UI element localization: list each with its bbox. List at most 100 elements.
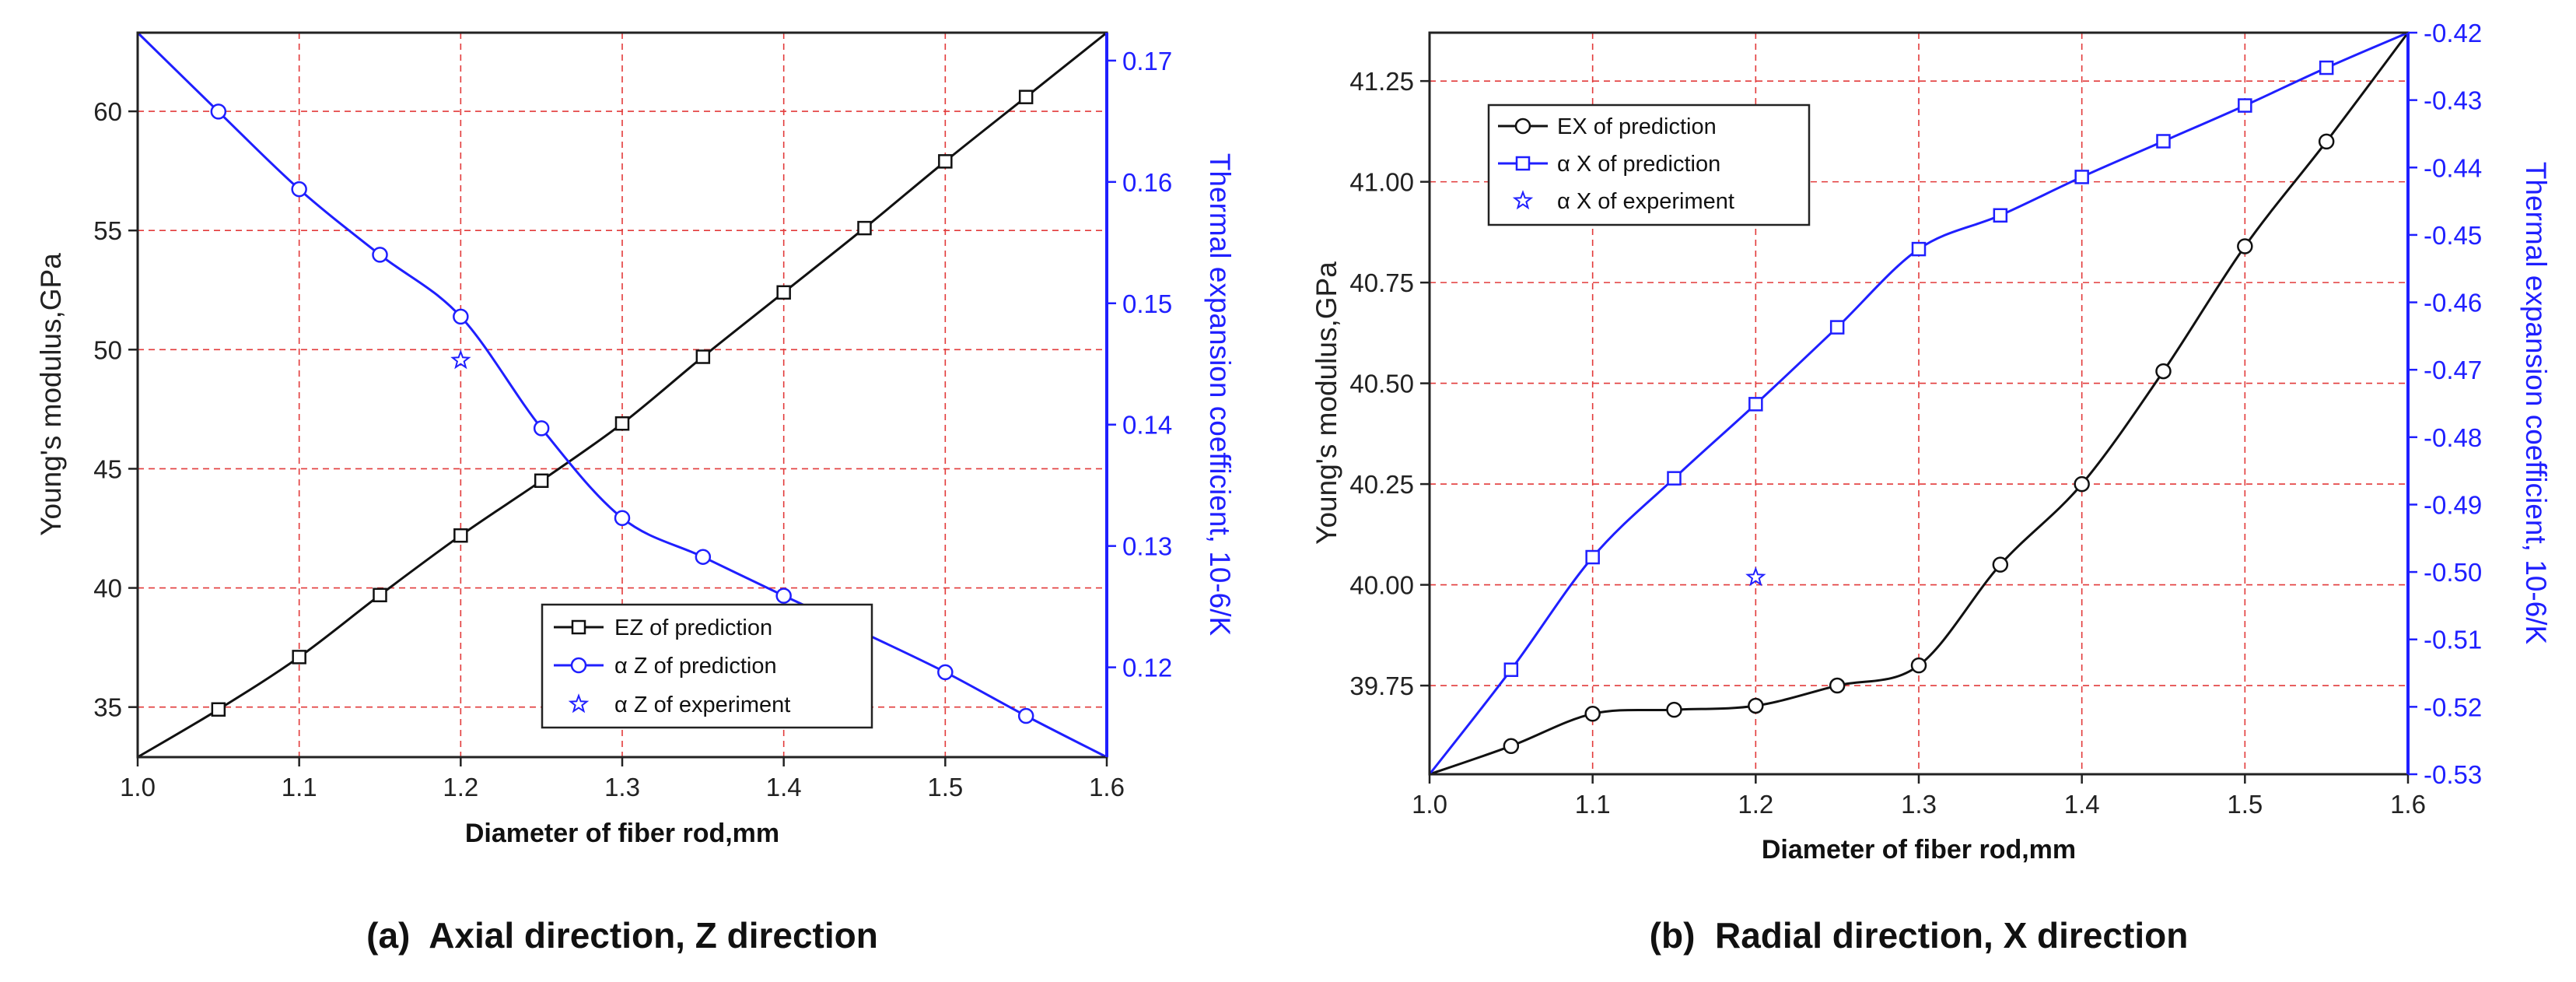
series-layer [136, 31, 1108, 759]
legend-marker [1515, 156, 1531, 171]
y-axis-right-label: Thermal expansion coefficient, 10-6/K [1204, 153, 1236, 637]
x-tick-label: 1.2 [443, 773, 478, 801]
data-point-marker [211, 702, 226, 717]
data-point-marker [2074, 170, 2089, 184]
tick-layer: 1.0 1.1 1.2 1.3 1.4 1.5 1.6 35 40 45 50 55 60 0.12 0.1… [93, 47, 1172, 801]
legend-label-alpha-z-experiment: α Z of experiment [614, 693, 790, 717]
y-right-tick-label: -0.46 [2424, 289, 2482, 317]
y-left-tick-label: 41.25 [1349, 67, 1414, 96]
y-right-tick-label: 0.13 [1122, 532, 1172, 561]
x-axis-label: Diameter of fiber rod,mm [465, 819, 779, 848]
legend-sample-alpha-x-exp [1512, 190, 1534, 210]
data-point-marker [1748, 697, 1764, 714]
y-right-tick-label: 0.15 [1122, 289, 1172, 318]
legend-marker [568, 693, 590, 714]
chart-radial: 1.0 1.1 1.2 1.3 1.4 1.5 1.6 39.75 40.00 40.25 40.5… [1311, 19, 2552, 956]
x-tick-label: 1.1 [282, 773, 317, 801]
y-left-tick-label: 50 [93, 335, 122, 364]
y-left-tick-label: 39.75 [1349, 672, 1414, 700]
x-tick-label: 1.0 [1412, 790, 1447, 819]
data-point-marker [614, 416, 630, 431]
data-point-marker [1503, 738, 1520, 754]
y-right-tick-label: 0.16 [1122, 168, 1172, 197]
data-point-marker [2155, 363, 2172, 380]
y-left-tick-label: 35 [93, 693, 122, 722]
y-right-tick-label: -0.50 [2424, 558, 2482, 587]
chart-axial: 1.0 1.1 1.2 1.3 1.4 1.5 1.6 35 40 45 50 55 60 0.12 0.1… [35, 31, 1236, 956]
data-point-marker [1829, 677, 1846, 694]
y-left-tick-label: 40.00 [1349, 571, 1414, 600]
data-point-marker [776, 285, 791, 300]
data-point-marker [1584, 706, 1601, 722]
data-point-marker [938, 154, 953, 169]
x-tick-label: 1.6 [2390, 790, 2426, 819]
y-left-tick-label: 40 [93, 574, 122, 603]
data-point-marker [1666, 701, 1682, 718]
y-right-tick-label: -0.45 [2424, 221, 2482, 250]
legend-label-alpha-x-prediction: α X of prediction [1557, 152, 1720, 177]
data-point-marker [1585, 549, 1600, 565]
data-point-marker [453, 308, 469, 325]
data-point-marker [1018, 89, 1034, 104]
x-tick-label: 1.5 [927, 773, 963, 801]
y-right-tick-label: -0.42 [2424, 19, 2482, 47]
tick-layer: 1.0 1.1 1.2 1.3 1.4 1.5 1.6 39.75 40.00 40.25 40.5… [1349, 19, 2482, 819]
legend-label-ez-prediction: EZ of prediction [614, 616, 772, 640]
data-point-marker [775, 587, 792, 604]
data-point-marker [533, 420, 550, 437]
data-point-marker [2074, 475, 2090, 493]
data-point-marker [210, 103, 227, 120]
legend-label-ex-prediction: EX of prediction [1557, 114, 1717, 139]
y-right-tick-label: -0.47 [2424, 356, 2482, 384]
legend: EX of prediction α X of prediction α X o… [1487, 103, 1811, 226]
data-point-marker [291, 181, 307, 198]
y-axis-left-label: Young's modulus,GPa [35, 253, 67, 536]
y-right-tick-label: -0.49 [2424, 490, 2482, 519]
data-point-marker [614, 510, 631, 527]
data-point-marker [453, 528, 468, 543]
y-left-tick-label: 60 [93, 97, 122, 126]
data-point-marker [1992, 556, 2009, 573]
legend-sample-alpha-x [1498, 156, 1548, 171]
data-point-marker [1993, 208, 2008, 223]
y-right-tick-label: -0.44 [2424, 153, 2482, 182]
legend-marker [570, 657, 587, 674]
y-right-tick-label: -0.48 [2424, 423, 2482, 452]
caption: (a) Axial direction, Z direction [366, 915, 878, 956]
data-point-marker [534, 473, 549, 488]
data-point-marker [1911, 241, 1927, 257]
data-point-marker [292, 650, 306, 665]
data-point-marker [2238, 98, 2252, 113]
legend-sample-alpha-z-exp [568, 693, 590, 714]
data-point-marker [695, 349, 711, 364]
y-right-tick-label: -0.43 [2424, 86, 2482, 115]
y-right-tick-label: -0.51 [2424, 626, 2482, 654]
caption: (b) Radial direction, X direction [1650, 915, 2189, 956]
y-left-tick-label: 41.00 [1349, 168, 1414, 197]
series-line-0 [1429, 32, 2410, 776]
y-axis-left-label: Young's modulus,GPa [1311, 261, 1342, 545]
data-point-marker [2318, 133, 2335, 150]
legend-marker [571, 619, 586, 635]
data-point-marker [2156, 134, 2171, 149]
data-point-marker [2319, 60, 2334, 75]
data-point-marker [1910, 657, 1927, 674]
data-point-marker [1017, 707, 1034, 724]
experiment-point-marker [450, 349, 471, 370]
y-axis-right-label: Thermal expansion coefficient, 10-6/K [2520, 162, 2552, 645]
x-tick-label: 1.1 [1575, 790, 1611, 819]
y-left-tick-label: 40.50 [1349, 370, 1414, 398]
data-point-marker [1829, 320, 1845, 335]
data-point-marker [937, 664, 954, 681]
data-point-marker [1748, 397, 1763, 412]
y-right-tick-label: 0.12 [1122, 654, 1172, 682]
x-tick-label: 1.3 [1901, 790, 1937, 819]
x-tick-label: 1.6 [1089, 773, 1125, 801]
data-point-marker [373, 587, 387, 602]
grid-lines [138, 33, 1107, 757]
x-tick-label: 1.5 [2227, 790, 2263, 819]
x-tick-label: 1.0 [120, 773, 156, 801]
data-point-marker [1503, 662, 1519, 677]
data-point-marker [1667, 471, 1682, 486]
